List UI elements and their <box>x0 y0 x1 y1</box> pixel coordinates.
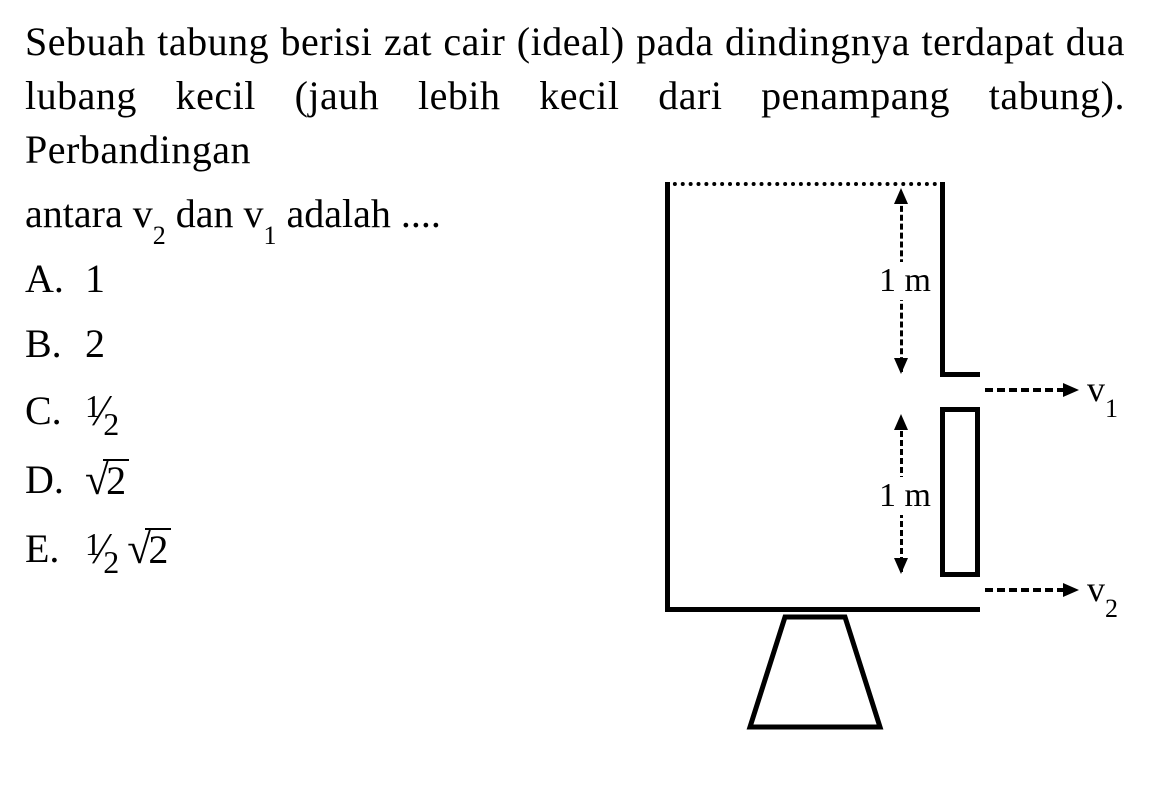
option-d: D. √ 2 <box>25 454 441 505</box>
option-c-value: 1 / 2 <box>85 385 119 436</box>
velocity-label-1: v1 <box>1087 368 1118 416</box>
arrow-down-1 <box>894 358 908 374</box>
hole2-lip-top <box>940 572 980 577</box>
option-e-value: 1 / 2 √ 2 <box>85 523 171 574</box>
tank-stand <box>745 612 885 732</box>
arrow-right-v2 <box>1063 583 1079 597</box>
hole1-lip-top <box>940 407 980 412</box>
sqrt-arg-d: 2 <box>103 459 129 501</box>
velocity-label-2: v2 <box>1087 568 1118 616</box>
option-a-letter: A. <box>25 255 85 302</box>
sqrt-arg-e: 2 <box>145 528 171 570</box>
option-a-value: 1 <box>85 255 105 302</box>
text-mid: dan v <box>166 191 264 236</box>
text-prefix: antara v <box>25 191 153 236</box>
v1-text: v <box>1087 369 1105 409</box>
option-b-value: 2 <box>85 320 105 367</box>
arrow-right-v1 <box>1063 383 1079 397</box>
v1-sub: 1 <box>1105 394 1118 423</box>
tank-body <box>665 182 945 612</box>
arrow-up-1 <box>894 188 908 204</box>
dimension-label-2: 1 m <box>877 477 933 515</box>
option-d-letter: D. <box>25 456 85 503</box>
option-c: C. 1 / 2 <box>25 385 441 436</box>
frac-e-den: 2 <box>103 544 119 581</box>
arrow-up-2 <box>894 414 908 430</box>
option-b-letter: B. <box>25 320 85 367</box>
v2-sub: 2 <box>1105 594 1118 623</box>
subscript-1: 1 <box>263 221 276 250</box>
question-last-line: antara v2 dan v1 adalah .... <box>25 187 441 245</box>
option-a: A. 1 <box>25 255 441 302</box>
velocity-arrow-1 <box>985 388 1065 392</box>
option-b: B. 2 <box>25 320 441 367</box>
options-column: antara v2 dan v1 adalah .... A. 1 B. 2 C… <box>25 182 441 592</box>
frac-c-den: 2 <box>103 406 119 443</box>
hole1-lip-bottom <box>940 372 980 377</box>
tank-right-wall-top <box>940 182 945 372</box>
option-d-value: √ 2 <box>85 454 129 505</box>
dimension-label-1: 1 m <box>877 262 933 300</box>
v2-text: v <box>1087 569 1105 609</box>
option-e-letter: E. <box>25 525 85 572</box>
arrow-down-2 <box>894 558 908 574</box>
text-suffix: adalah .... <box>276 191 440 236</box>
question-text: Sebuah tabung berisi zat cair (ideal) pa… <box>25 15 1125 177</box>
subscript-2: 2 <box>153 221 166 250</box>
tank-diagram: 1 m 1 m v1 v2 <box>625 182 1125 762</box>
option-c-letter: C. <box>25 387 85 434</box>
velocity-arrow-2 <box>985 588 1065 592</box>
hole2-lip-bottom <box>940 607 980 612</box>
hole1-outer-wall <box>975 407 980 572</box>
tank-right-wall-mid <box>940 407 945 572</box>
option-e: E. 1 / 2 √ 2 <box>25 523 441 574</box>
